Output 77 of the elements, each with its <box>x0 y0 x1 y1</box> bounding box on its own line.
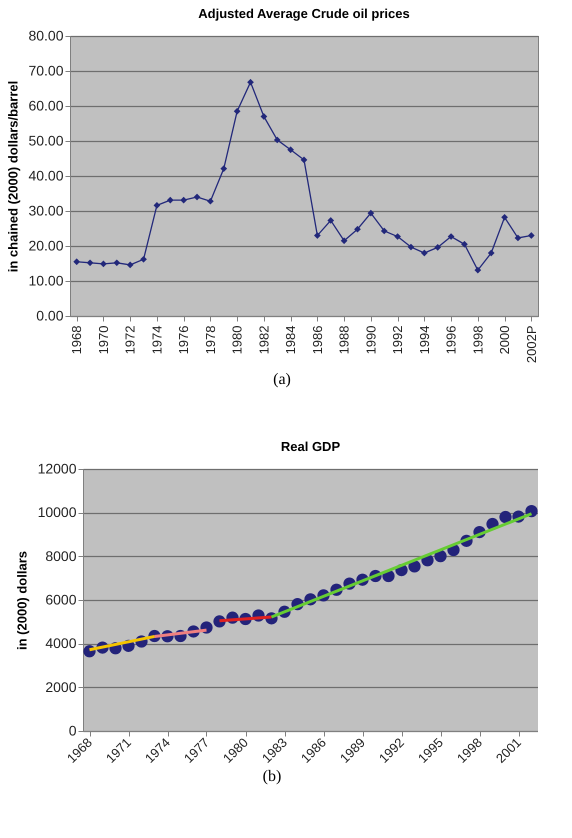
point <box>154 202 160 209</box>
point <box>461 240 468 248</box>
text: (b) <box>262 768 282 786</box>
y-tick-label: 30.00 <box>28 202 64 218</box>
point <box>501 214 508 221</box>
x-tick-label: 1996 <box>444 326 459 354</box>
point <box>100 260 107 268</box>
y-tick-label: 0 <box>68 722 77 738</box>
x-tick-label: 1990 <box>363 326 378 354</box>
y-tick-label: 0.00 <box>36 308 64 324</box>
text: (a) <box>272 371 292 389</box>
point <box>368 210 374 216</box>
point <box>354 226 361 233</box>
point <box>448 233 454 240</box>
point <box>408 244 414 250</box>
x-tick-label: 1974 <box>149 326 164 354</box>
x-tick-label: 1994 <box>416 326 432 354</box>
x-tick-label: 1982 <box>256 326 272 354</box>
x-tick-label: 2002P <box>524 326 539 364</box>
point <box>140 256 147 263</box>
point <box>234 108 240 115</box>
x-tick-label: 1978 <box>202 326 218 354</box>
x-tick-label: 2000 <box>497 326 512 354</box>
point <box>300 156 308 164</box>
point <box>166 196 174 204</box>
y-tick-label: 6000 <box>45 592 77 608</box>
point <box>499 510 512 524</box>
y-tick-label: 10.00 <box>28 272 64 288</box>
point <box>194 194 200 200</box>
point <box>113 259 120 266</box>
point <box>420 250 428 256</box>
y-tick-label: 20.00 <box>28 238 64 254</box>
point <box>528 232 535 239</box>
point <box>380 228 388 234</box>
y-tick-label: 80.00 <box>28 28 64 44</box>
chart-title: Real GDP <box>280 439 340 454</box>
point <box>73 258 80 266</box>
y-tick-label: 70.00 <box>28 62 64 78</box>
point <box>394 233 401 240</box>
point <box>86 259 94 266</box>
y-tick-label: 8000 <box>45 548 77 564</box>
point <box>434 550 447 562</box>
x-tick-label: 1992 <box>390 326 406 354</box>
point <box>287 146 294 154</box>
point <box>274 136 281 144</box>
y-axis-title: in (2000) dollars <box>14 551 30 650</box>
point <box>126 262 134 268</box>
point <box>340 237 348 244</box>
point <box>434 244 442 251</box>
y-tick-label: 4000 <box>45 635 77 652</box>
x-tick-label: 1986 <box>310 326 325 354</box>
x-tick-label: 1998 <box>470 326 486 354</box>
y-tick-label: 12000 <box>38 460 77 476</box>
x-tick-label: 1968 <box>69 326 84 354</box>
point <box>180 196 188 204</box>
point <box>314 232 321 239</box>
y-tick-label: 50.00 <box>28 132 64 148</box>
point <box>474 266 482 274</box>
y-tick-label: 2000 <box>45 678 77 695</box>
x-tick-label: 1984 <box>283 326 298 354</box>
y-tick-label: 60.00 <box>28 98 64 114</box>
point <box>207 198 214 205</box>
point <box>247 78 254 86</box>
point <box>260 113 268 120</box>
y-tick-label: 10000 <box>38 504 77 520</box>
y-axis-title: in chained (2000) dollars/barrel <box>5 80 20 272</box>
y-tick-label: 40.00 <box>28 168 64 184</box>
point <box>327 217 334 224</box>
x-tick-label: 1980 <box>230 326 245 354</box>
chart-title: Adjusted Average Crude oil prices <box>198 6 410 21</box>
point <box>514 234 522 242</box>
point <box>220 165 228 172</box>
x-tick-label: 1972 <box>122 326 138 354</box>
x-tick-label: 1976 <box>176 326 192 354</box>
x-tick-label: 1988 <box>336 326 352 354</box>
point <box>488 250 495 256</box>
x-tick-label: 1970 <box>96 326 111 354</box>
